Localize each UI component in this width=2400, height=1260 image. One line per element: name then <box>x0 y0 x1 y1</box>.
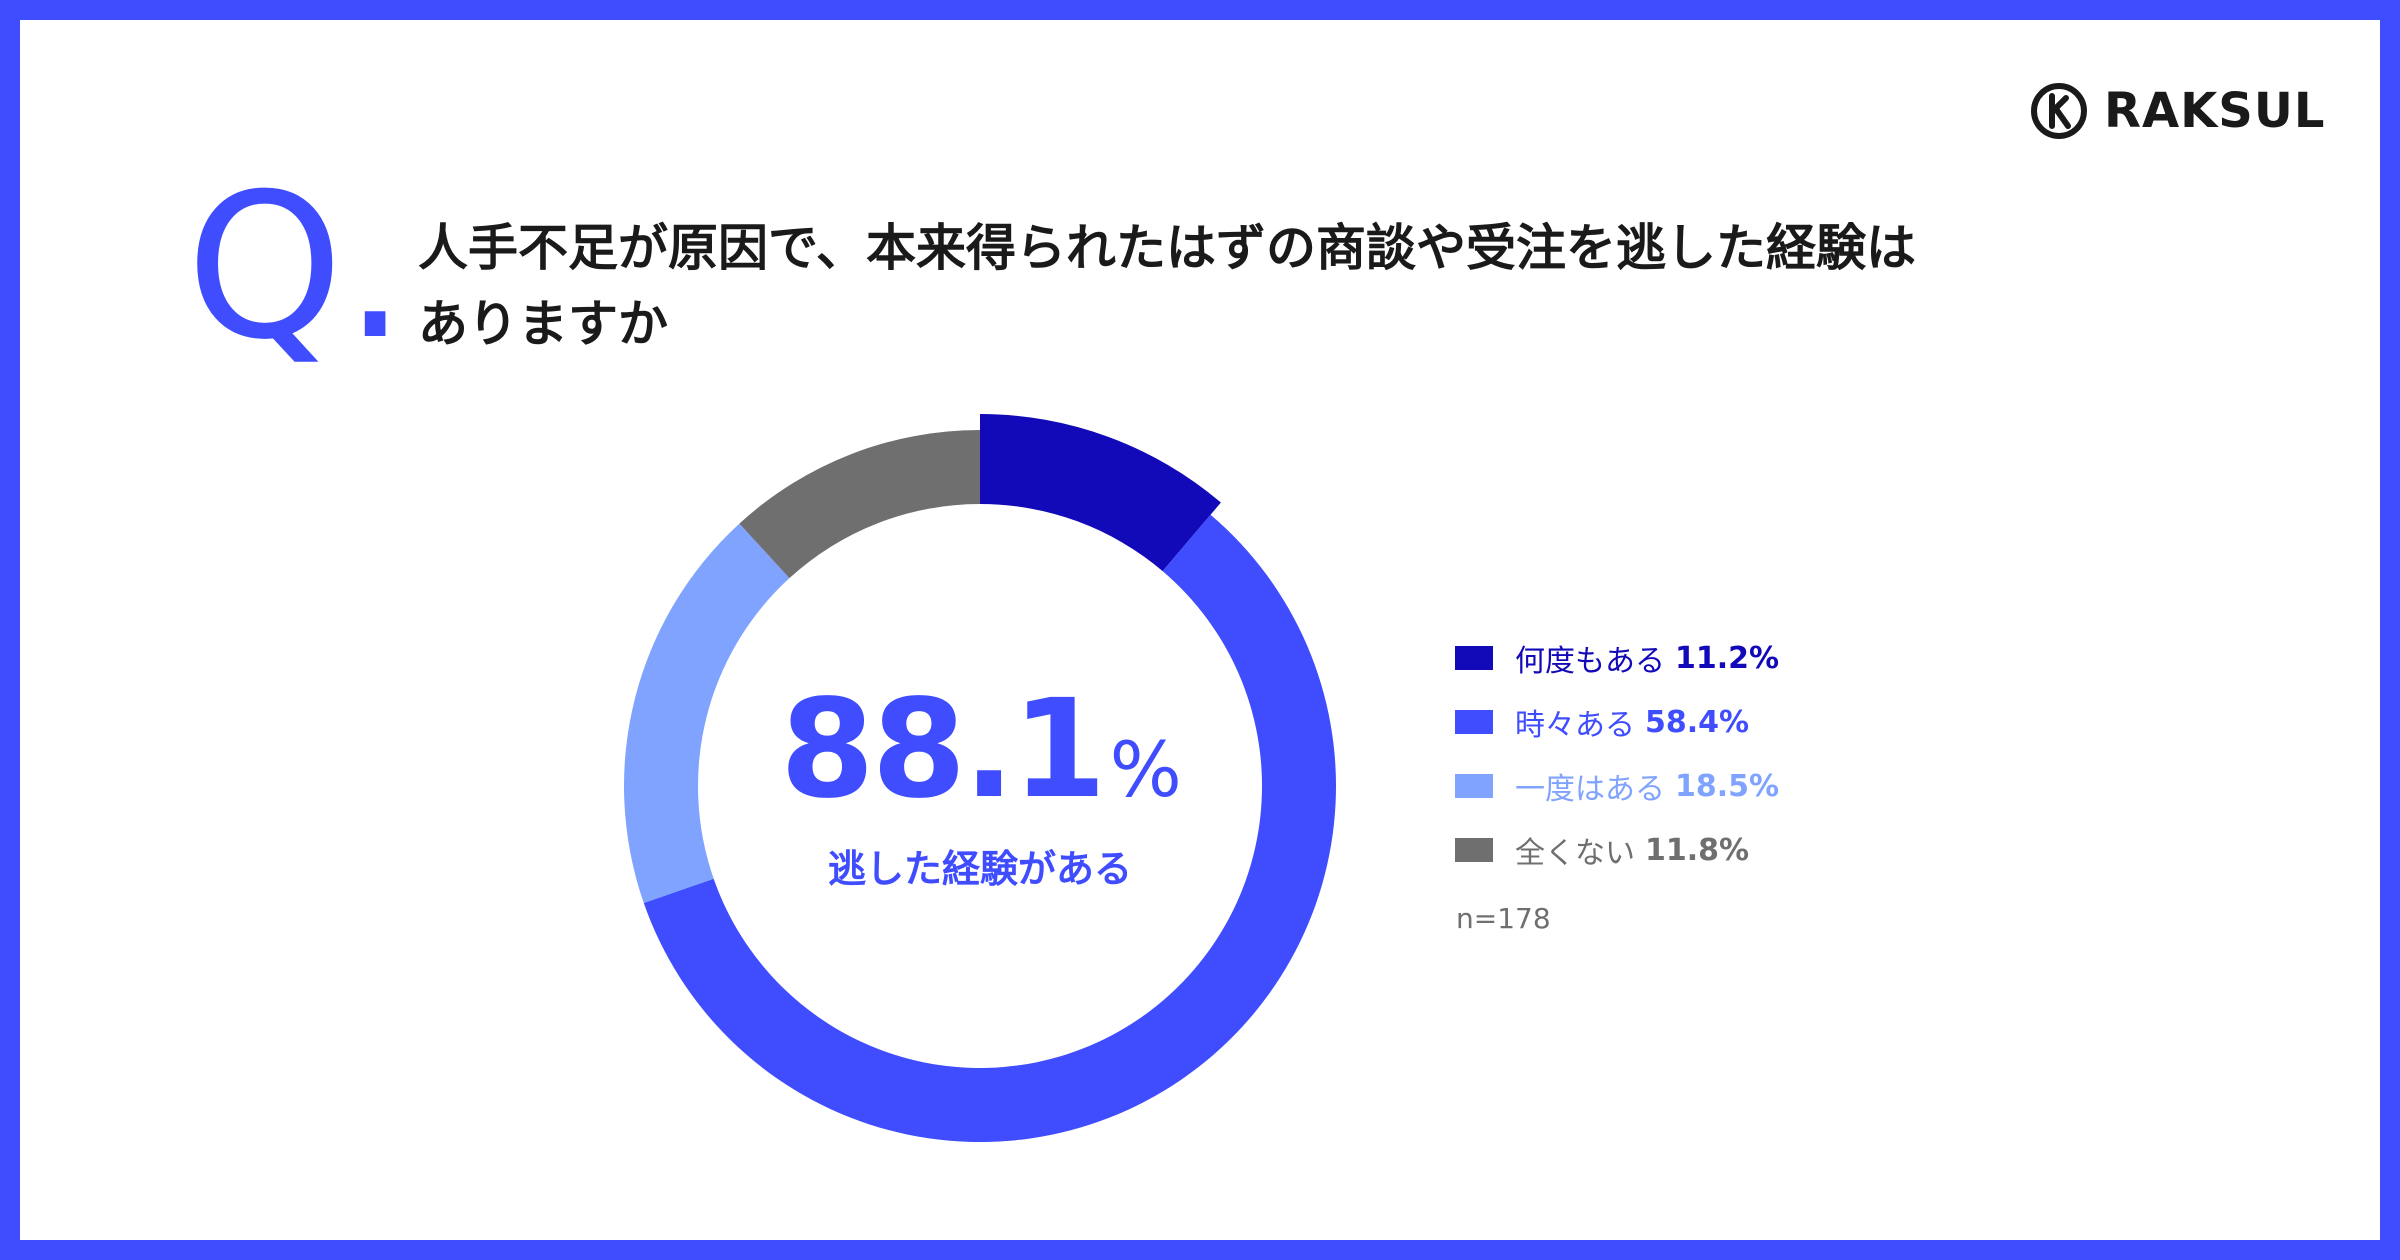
question-mark: Q. <box>186 151 407 384</box>
legend-item-never: 全くない 11.8% <box>1455 830 1779 871</box>
raksul-logo-icon <box>2031 83 2087 139</box>
slice-sometimes <box>643 514 1336 1142</box>
summary-percentage: 88.1% <box>780 680 1182 840</box>
question-line-1: 人手不足が原因で、本来得られたはずの商談や受注を逃した経験は <box>418 219 1916 277</box>
legend-label: 一度はある <box>1515 772 1665 807</box>
brand-name: RAKSUL <box>2104 83 2326 139</box>
legend-swatch <box>1455 838 1493 862</box>
question-line-2: ありますか <box>418 295 668 353</box>
legend-swatch <box>1455 646 1493 670</box>
summary-unit: % <box>1109 725 1182 814</box>
summary-value: 88.1 <box>780 671 1107 829</box>
legend-value: 18.5% <box>1675 768 1780 804</box>
legend-label: 何度もある <box>1515 644 1665 679</box>
raksul-logo: RAKSUL <box>2030 82 2325 140</box>
slice-once <box>623 523 790 904</box>
slice-often <box>980 414 1221 572</box>
question-text: 人手不足が原因で、本来得られたはずの商談や受注を逃した経験は ありますか <box>418 210 2238 362</box>
legend-value: 11.2% <box>1675 640 1780 676</box>
legend: 何度もある 11.2% 時々ある 58.4% 一度はある 18.5% 全くない 11.8% <box>1455 638 1779 894</box>
legend-swatch <box>1455 710 1493 734</box>
legend-label: 時々ある <box>1515 708 1635 743</box>
legend-value: 58.4% <box>1645 704 1750 740</box>
slice-never <box>739 430 980 579</box>
legend-value: 11.8% <box>1645 832 1750 868</box>
sample-size: n=178 <box>1456 902 1551 935</box>
legend-label: 全くない <box>1515 836 1635 871</box>
legend-item-sometimes: 時々ある 58.4% <box>1455 702 1779 743</box>
legend-swatch <box>1455 774 1493 798</box>
summary-label: 逃した経験がある <box>827 847 1132 891</box>
legend-item-often: 何度もある 11.2% <box>1455 638 1780 679</box>
legend-item-once: 一度はある 18.5% <box>1455 766 1780 807</box>
donut-slices <box>623 414 1336 1142</box>
center-summary: 88.1% 逃した経験がある <box>780 680 1182 894</box>
